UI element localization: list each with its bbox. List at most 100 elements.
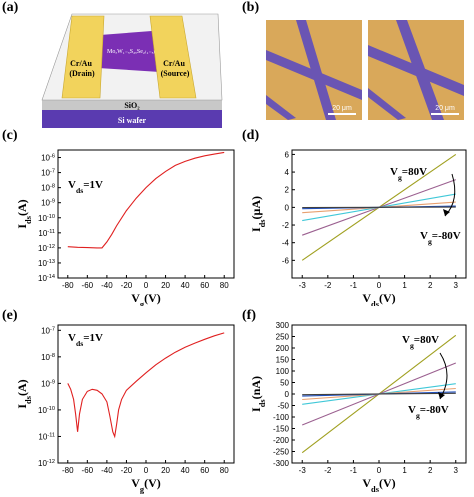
x-axis-label: Vg(V): [131, 476, 161, 494]
stripe: [266, 95, 296, 120]
y-tick-label: -300: [273, 459, 290, 468]
x-axis-label: Vg(V): [131, 291, 161, 306]
series-line-5: [302, 206, 456, 209]
plot-frame: [57, 149, 235, 279]
y-tick-label: 10-10: [38, 214, 55, 223]
y-tick-label: 10-12: [38, 244, 55, 253]
x-tick-label: 20: [161, 466, 170, 475]
panel-label-c: (c): [2, 128, 18, 143]
x-tick-label: 40: [181, 466, 190, 475]
x-tick-label: -20: [121, 281, 133, 290]
y-tick-label: -2: [282, 221, 290, 230]
y-tick-label: -50: [277, 402, 289, 411]
y-tick-label: -4: [282, 239, 290, 248]
x-tick-label: -1: [350, 466, 358, 475]
y-tick-label: 10-6: [41, 154, 55, 163]
stripe: [368, 88, 406, 120]
y-tick-label: 200: [276, 344, 290, 353]
y-tick-label: -200: [273, 436, 290, 445]
source-label-line1: Cr/Au: [163, 59, 185, 68]
x-tick-label: -40: [101, 466, 113, 475]
y-axis-label: Ids(nA): [249, 376, 267, 412]
x-tick-label: 60: [200, 281, 209, 290]
y-tick-label: 10-12: [38, 459, 55, 468]
vg-top-annotation: Vg=80V: [402, 334, 439, 350]
panel-label-d: (d): [242, 128, 260, 143]
x-tick-label: 40: [181, 281, 190, 290]
plot-frame: [291, 149, 467, 279]
y-tick-label: 50: [280, 379, 289, 388]
y-tick-label: 150: [276, 356, 290, 365]
chart-e-transfer-log: -80 -60 -40 -20 0 20 40 60 80 10-7 10-8 10-9 10-10 10…: [15, 324, 235, 494]
vg-bottom-annotation: Vg=-80V: [420, 230, 461, 246]
scalebar-left-label: 20 μm: [332, 105, 352, 112]
x-tick-label: 20: [161, 281, 170, 290]
y-tick-label: -100: [273, 413, 290, 422]
scalebar-right-label: 20 μm: [435, 105, 455, 112]
x-tick-label: 80: [220, 466, 229, 475]
source-label-line2: (Source): [161, 69, 190, 78]
panel-label-e: (e): [2, 308, 18, 323]
x-tick-label: -2: [324, 466, 332, 475]
source-label: Cr/Au (Source): [161, 59, 190, 78]
x-tick-label: 3: [454, 466, 459, 475]
x-tick-label: 2: [428, 466, 433, 475]
arrow-head: [438, 392, 445, 399]
vg-bottom-annotation: Vg=-80V: [408, 404, 449, 420]
vds-annotation: Vds=1V: [68, 179, 103, 195]
source-electrode: [149, 15, 197, 99]
y-tick-label: 250: [276, 333, 290, 342]
material-label: MoₓW₁₋ₓS₂ₓSe₂₍₁₋ₓ₎: [107, 49, 155, 55]
y-tick-label: 4: [285, 168, 290, 177]
y-tick-label: 10-11: [38, 432, 55, 441]
y-tick-label: 10-8: [41, 353, 55, 362]
x-tick-label: 3: [454, 281, 459, 290]
x-tick-label: -60: [82, 466, 94, 475]
panel-label-b: (b): [242, 0, 260, 15]
chart-c-transfer-log: -80 -60 -40 -20 0 20 40 60 80 10-6 10-7 10-8 10-9 10-…: [15, 149, 235, 306]
y-tick-label: 0: [285, 390, 290, 399]
y-tick-label: 10-9: [41, 199, 55, 208]
device-schematic: MoₓW₁₋ₓS₂ₓSe₂₍₁₋ₓ₎ Cr/Au (Drain) Cr/Au (…: [41, 13, 223, 128]
drain-electrode: [61, 15, 105, 99]
x-tick-label: -2: [324, 281, 332, 290]
arrow-head: [443, 209, 450, 216]
plot-frame: [57, 324, 235, 464]
y-tick-label: 10-9: [41, 379, 55, 388]
y-tick-label: 100: [276, 367, 290, 376]
drain-label-line2: (Drain): [69, 69, 95, 78]
x-tick-label: -40: [101, 281, 113, 290]
y-tick-label: 10-10: [38, 406, 55, 415]
series-line-5: [302, 392, 456, 396]
si-wafer-layer: [42, 110, 222, 128]
x-tick-label: 1: [402, 466, 407, 475]
sio2-layer: [42, 100, 222, 110]
y-tick-label: 6: [285, 150, 290, 159]
x-tick-label: 0: [144, 466, 149, 475]
y-tick-label: 0: [285, 203, 290, 212]
vg-top-annotation: Vg=80V: [390, 166, 427, 182]
oxide-label: SiO₂: [124, 101, 140, 110]
panel-label-a: (a): [2, 0, 19, 15]
y-tick-label: -150: [273, 425, 290, 434]
x-axis-label: Vds(V): [362, 291, 395, 306]
x-tick-label: 60: [200, 466, 209, 475]
chart-f-output: -3 -2 -1 0 1 2 3 300 250 200 150 100 50 0 -50 -100 -150 -…: [249, 321, 467, 494]
y-tick-label: 2: [285, 186, 290, 195]
y-tick-label: 10-8: [41, 184, 55, 193]
x-tick-label: -3: [299, 466, 307, 475]
vds-annotation: Vds=1V: [68, 332, 103, 348]
x-tick-label: 0: [377, 281, 382, 290]
x-tick-label: -3: [299, 281, 307, 290]
y-tick-label: 10-14: [38, 274, 55, 283]
x-axis-label: Vds(V): [362, 476, 395, 494]
y-tick-label: 10-7: [41, 169, 55, 178]
x-tick-label: -80: [62, 466, 74, 475]
y-axis-label: Ids(A): [15, 199, 33, 228]
y-axis-label: Ids(μA): [249, 196, 267, 232]
y-tick-label: 10-11: [38, 229, 55, 238]
y-tick-label: -6: [282, 256, 290, 265]
x-tick-label: -60: [82, 281, 94, 290]
flake: [98, 30, 165, 72]
series-line-0: [67, 151, 225, 249]
